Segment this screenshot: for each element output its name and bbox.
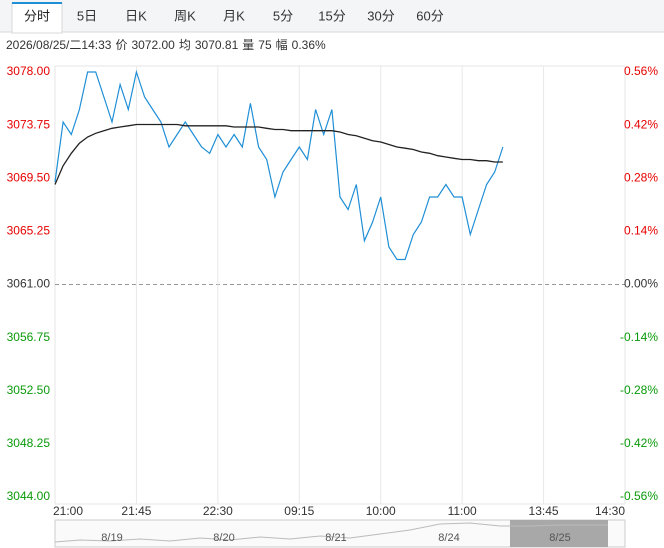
y2-tick-label: 0.28% [624,170,658,184]
x-tick-label: 22:30 [203,504,233,518]
navigator-preview [54,522,608,543]
info-item: 幅 [276,37,288,52]
active-tab [11,2,63,34]
tab[interactable]: 15分 [318,8,345,23]
y2-tick-label: 0.14% [624,224,658,238]
x-tick-label: 21:00 [53,504,83,518]
y-tick-label: 3073.75 [7,117,51,131]
tab[interactable]: 30分 [367,8,394,23]
y2-tick-label: -0.14% [620,330,658,344]
navigator-date: 8/25 [549,532,570,544]
y2-tick-label: -0.56% [620,489,658,503]
info-line: 2026/08/25/二14:33 价 3072.00 均 3070.81 量 75 幅 0.3… [6,37,326,52]
y-tick-label: 3044.00 [7,489,51,503]
y-tick-label: 3061.00 [7,277,51,291]
tab[interactable]: 月K [223,8,245,23]
navigator-date: 8/20 [213,532,234,544]
x-tick-label: 21:45 [121,504,151,518]
y2-tick-label: 0.42% [624,117,658,131]
y-tick-label: 3052.50 [7,383,51,397]
y-tick-label: 3069.50 [7,170,51,184]
tab[interactable]: 分时 [24,8,50,23]
navigator-date: 8/24 [438,532,459,544]
info-item: 3072.00 [131,38,175,52]
info-item: 2026/08/25/二14:33 [6,38,112,52]
info-item: 价 [115,38,127,52]
y-tick-label: 3048.25 [7,436,51,450]
average-line [54,123,503,185]
tab[interactable]: 日K [125,8,147,23]
info-item: 3070.81 [195,38,239,52]
tab[interactable]: 周K [174,8,196,23]
x-tick-label: 13:45 [529,504,559,518]
y2-tick-label: -0.42% [620,436,658,450]
y-tick-label: 3078.00 [7,64,51,78]
info-item: 75 [258,38,272,52]
info-item: 0.36% [292,38,326,52]
y2-tick-label: -0.28% [620,383,658,397]
info-item: 量 [242,38,254,52]
x-tick-label: 14:30 [595,504,625,518]
x-tick-label: 11:00 [448,504,477,518]
tab[interactable]: 5分 [273,8,293,23]
navigator-date: 8/21 [325,532,346,544]
x-tick-label: 09:15 [284,504,314,518]
info-item: 均 [179,38,191,52]
y-tick-label: 3056.75 [7,330,51,344]
price-line [54,69,504,261]
tab-bar [0,0,664,32]
y2-tick-label: 0.00% [624,277,658,291]
y2-tick-label: 0.56% [624,64,658,78]
x-tick-label: 10:00 [366,504,396,518]
tab[interactable]: 60分 [416,8,443,23]
y-tick-label: 3065.25 [7,224,51,238]
navigator-date: 8/19 [101,532,122,544]
tab[interactable]: 5日 [77,8,97,23]
